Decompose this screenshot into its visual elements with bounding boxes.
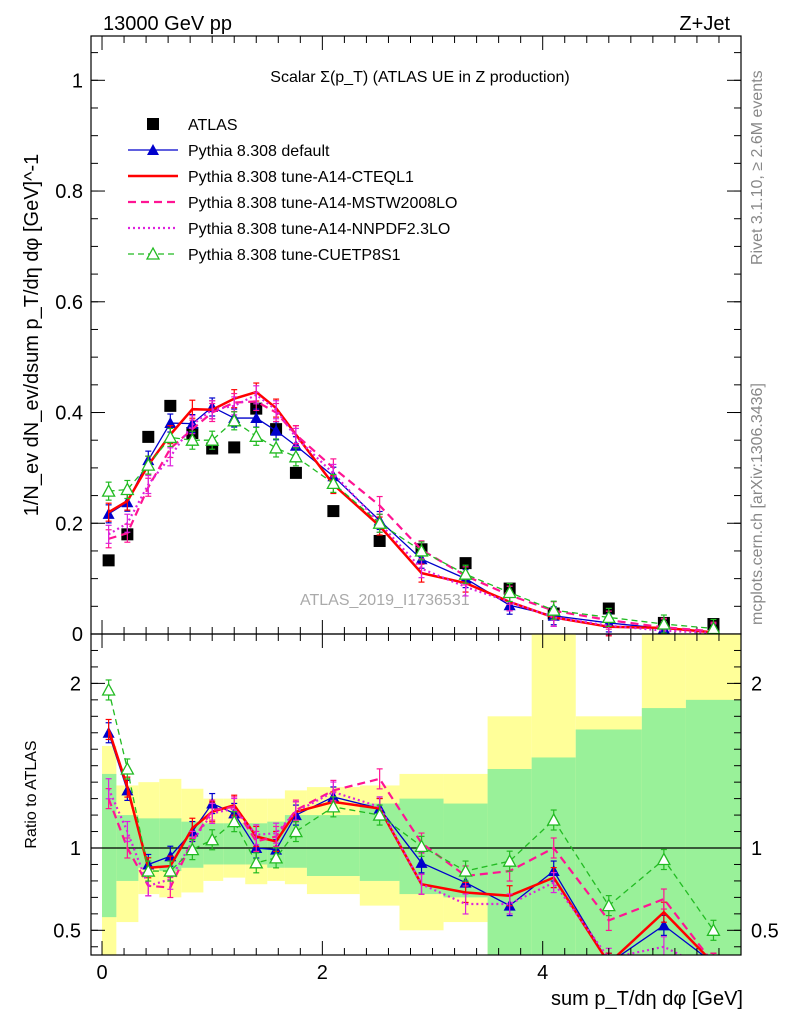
ratio-y-tick-label-left: 0.5 [53,920,81,942]
data-point [142,430,155,443]
x-tick-label: 0 [96,962,107,984]
legend: ATLAS Pythia 8.308 default Pythia 8.308 tu… [128,117,457,264]
ratio-point [656,852,671,866]
watermark: ATLAS_2019_I1736531 [300,592,470,609]
y-axis-label: 1/N_ev dN_ev/dsum p_T/dη dφ [GeV]^-1 [21,154,43,517]
ratio-y-tick-label-left: 1 [70,838,81,860]
x-axis-label: sum p_T/dη dφ [GeV] [551,988,743,1010]
data-point [101,483,116,497]
uncertainty-band-green [102,773,117,918]
data-point [327,505,340,518]
data-point [185,432,200,446]
ratio-point [657,919,670,931]
ratio-point [141,863,156,877]
ratio-y-axis-label: Ratio to ATLAS [23,740,40,848]
data-point [227,413,242,427]
ratio-series-nnpdf [105,778,683,955]
uncertainty-band-green [138,818,160,868]
uncertainty-band-green [306,815,360,876]
y-tick-label: 1 [72,70,83,92]
ratio-y-tick-label-right: 2 [751,673,762,695]
data-point [164,399,177,412]
legend-marker [145,246,161,260]
data-point [601,610,616,624]
final-state-label: Z+Jet [679,13,730,35]
ratio-point [707,957,719,968]
data-point [288,449,304,463]
ratio-point [101,682,116,696]
y-tick-label: 0 [72,624,83,646]
process-label: 13000 GeV pp [103,13,232,35]
data-point [372,515,387,529]
data-point [458,566,473,580]
ratio-point [185,842,200,856]
data-point [502,585,517,599]
y-tick-label: 0.2 [55,513,83,535]
data-point [250,412,263,424]
ratio-point [326,799,341,813]
ratio-point [288,824,304,838]
ratio-y-tick-label-left: 2 [70,673,81,695]
ratio-point [546,812,561,826]
ratio-plot-frame [90,633,742,956]
ratio-point [601,898,616,912]
legend-entry: ATLAS [188,117,238,134]
ratio-point [205,832,220,846]
ratio-point [603,957,615,968]
data-point [270,424,283,436]
main-plot: Scalar Σ(p_T) (ATLAS UE in Z production)… [21,35,742,646]
y-tick-label: 0.4 [55,403,83,425]
data-point [414,543,429,557]
legend-entry: Pythia 8.308 default [188,143,330,160]
ratio-point [414,838,429,853]
data-point [546,602,561,616]
ratio-y-tick-label-right: 1 [751,838,762,860]
ratio-inner [91,634,741,968]
ratio-plot: 0.5 0.5 1 1 2 2 0 2 4 Ratio to ATLAS sum p_T/dη dφ… [23,633,779,1010]
mcplots-label: mcplots.cern.ch [arXiv:1306.3436] [749,383,766,625]
data-point [326,476,341,490]
data-point [163,430,178,444]
ratio-point [415,856,428,868]
legend-entry: Pythia 8.308 tune-CUETP8S1 [188,247,401,264]
data-point [102,554,115,567]
ratio-point [372,807,387,821]
y-tick-label: 0.6 [55,292,83,314]
legend-entry: Pythia 8.308 tune-A14-NNPDF2.3LO [188,221,450,238]
ratio-point [706,922,721,936]
uncertainty-band-green [685,699,741,955]
data-point [373,534,386,547]
x-tick-label: 2 [317,962,328,984]
ratio-point [458,863,473,877]
data-point [141,457,156,471]
uncertainty-band-green [223,823,246,865]
ratio-point [502,853,517,867]
legend-entry: Pythia 8.308 tune-A14-MSTW2008LO [188,195,457,212]
ratio-point [163,863,178,877]
y-tick-label: 0.8 [55,181,83,203]
data-point [205,432,220,446]
data-point [228,441,241,454]
ratio-point [227,814,242,828]
data-point [120,482,135,496]
ratio-y-tick-label-right: 0.5 [751,920,779,942]
ratio-series-cuetp8s1 [101,679,721,941]
data-point [459,557,472,570]
plot-title: Scalar Σ(p_T) (ATLAS UE in Z production) [270,69,569,86]
x-tick-label: 4 [537,962,548,984]
data-point [656,616,671,630]
legend-marker [147,118,159,130]
data-point [249,428,264,442]
ratio-point [249,855,264,869]
ratio-point [120,761,135,775]
legend-marker [147,144,159,155]
legend-entry: Pythia 8.308 tune-A14-CTEQL1 [188,169,414,186]
ratio-point [268,850,284,864]
data-point [289,466,302,479]
data-point [268,440,284,454]
rivet-label: Rivet 3.1.10, ≥ 2.6M events [749,70,766,265]
